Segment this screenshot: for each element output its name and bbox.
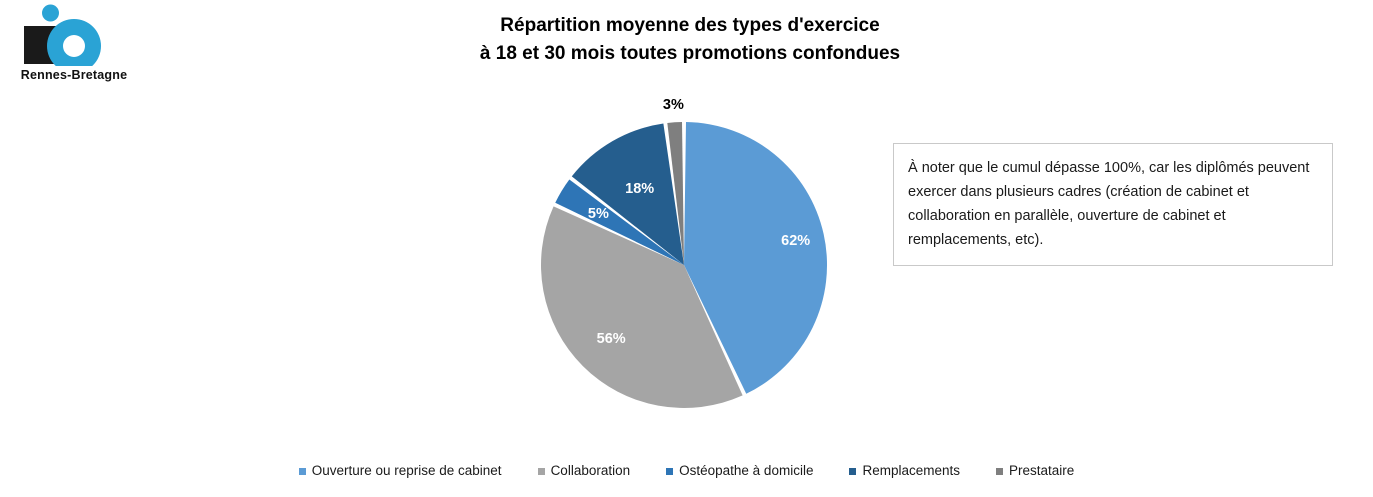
pie-slice[interactable]: Collaboration — 56% xyxy=(541,206,743,408)
pie-slice[interactable]: Ouverture ou reprise de cabinet — 62% xyxy=(684,122,828,394)
logo: Rennes-Bretagne xyxy=(12,4,142,90)
chart-title: Répartition moyenne des types d'exercice… xyxy=(300,12,1080,68)
pie-slice[interactable]: Ostéopathe à domicile — 5% xyxy=(555,179,684,265)
chart-title-line-1: Répartition moyenne des types d'exercice xyxy=(500,15,880,36)
legend-item[interactable]: Prestataire xyxy=(996,463,1074,479)
legend-item-label: Ostéopathe à domicile xyxy=(679,463,814,478)
legend-item-label: Collaboration xyxy=(550,463,631,478)
chart-legend: Ouverture ou reprise de cabinet Collabora… xyxy=(0,463,1373,479)
logo-mark-icon xyxy=(24,4,101,66)
note-text: À noter que le cumul dépasse 100%, car l… xyxy=(908,160,1310,248)
logo-ring-icon xyxy=(47,19,101,66)
pie-data-label: 5% xyxy=(588,206,609,222)
legend-item[interactable]: Ostéopathe à domicile xyxy=(666,463,813,479)
pie-data-label: 62% xyxy=(781,233,810,249)
pie-data-label: 18% xyxy=(625,181,654,197)
legend-item[interactable]: Ouverture ou reprise de cabinet xyxy=(298,463,502,479)
pie-slice-group: Ouverture ou reprise de cabinet — 62%Col… xyxy=(541,122,828,408)
legend-swatch-icon xyxy=(996,467,1003,475)
pie-data-label: 56% xyxy=(597,331,626,347)
pie-data-label-group: 62% 56% 5% 18% 3% xyxy=(588,97,810,347)
chart-title-line-2: à 18 et 30 mois toutes promotions confon… xyxy=(479,43,901,64)
logo-small-dot-icon xyxy=(42,4,59,22)
legend-item-label: Prestataire xyxy=(1009,463,1075,478)
legend-swatch-icon xyxy=(666,467,674,475)
legend-swatch-icon xyxy=(537,467,545,475)
pie-chart-svg: Ouverture ou reprise de cabinet — 62%Col… xyxy=(541,97,828,408)
logo-wordmark: Rennes-Bretagne xyxy=(20,68,128,82)
pie-slice[interactable]: Prestataire — 3% xyxy=(667,122,684,265)
legend-item-label: Remplacements xyxy=(862,463,960,478)
legend-item[interactable]: Remplacements xyxy=(849,463,960,479)
legend-swatch-icon xyxy=(298,467,306,475)
note-box: À noter que le cumul dépasse 100%, car l… xyxy=(893,143,1333,266)
pie-chart: Ouverture ou reprise de cabinet — 62%Col… xyxy=(520,95,860,425)
pie-data-label: 3% xyxy=(663,97,684,113)
legend-swatch-icon xyxy=(849,467,857,475)
pie-slice[interactable]: Remplacements — 18% xyxy=(571,123,684,266)
legend-item-label: Ouverture ou reprise de cabinet xyxy=(311,463,502,478)
legend-item[interactable]: Collaboration xyxy=(537,463,631,479)
